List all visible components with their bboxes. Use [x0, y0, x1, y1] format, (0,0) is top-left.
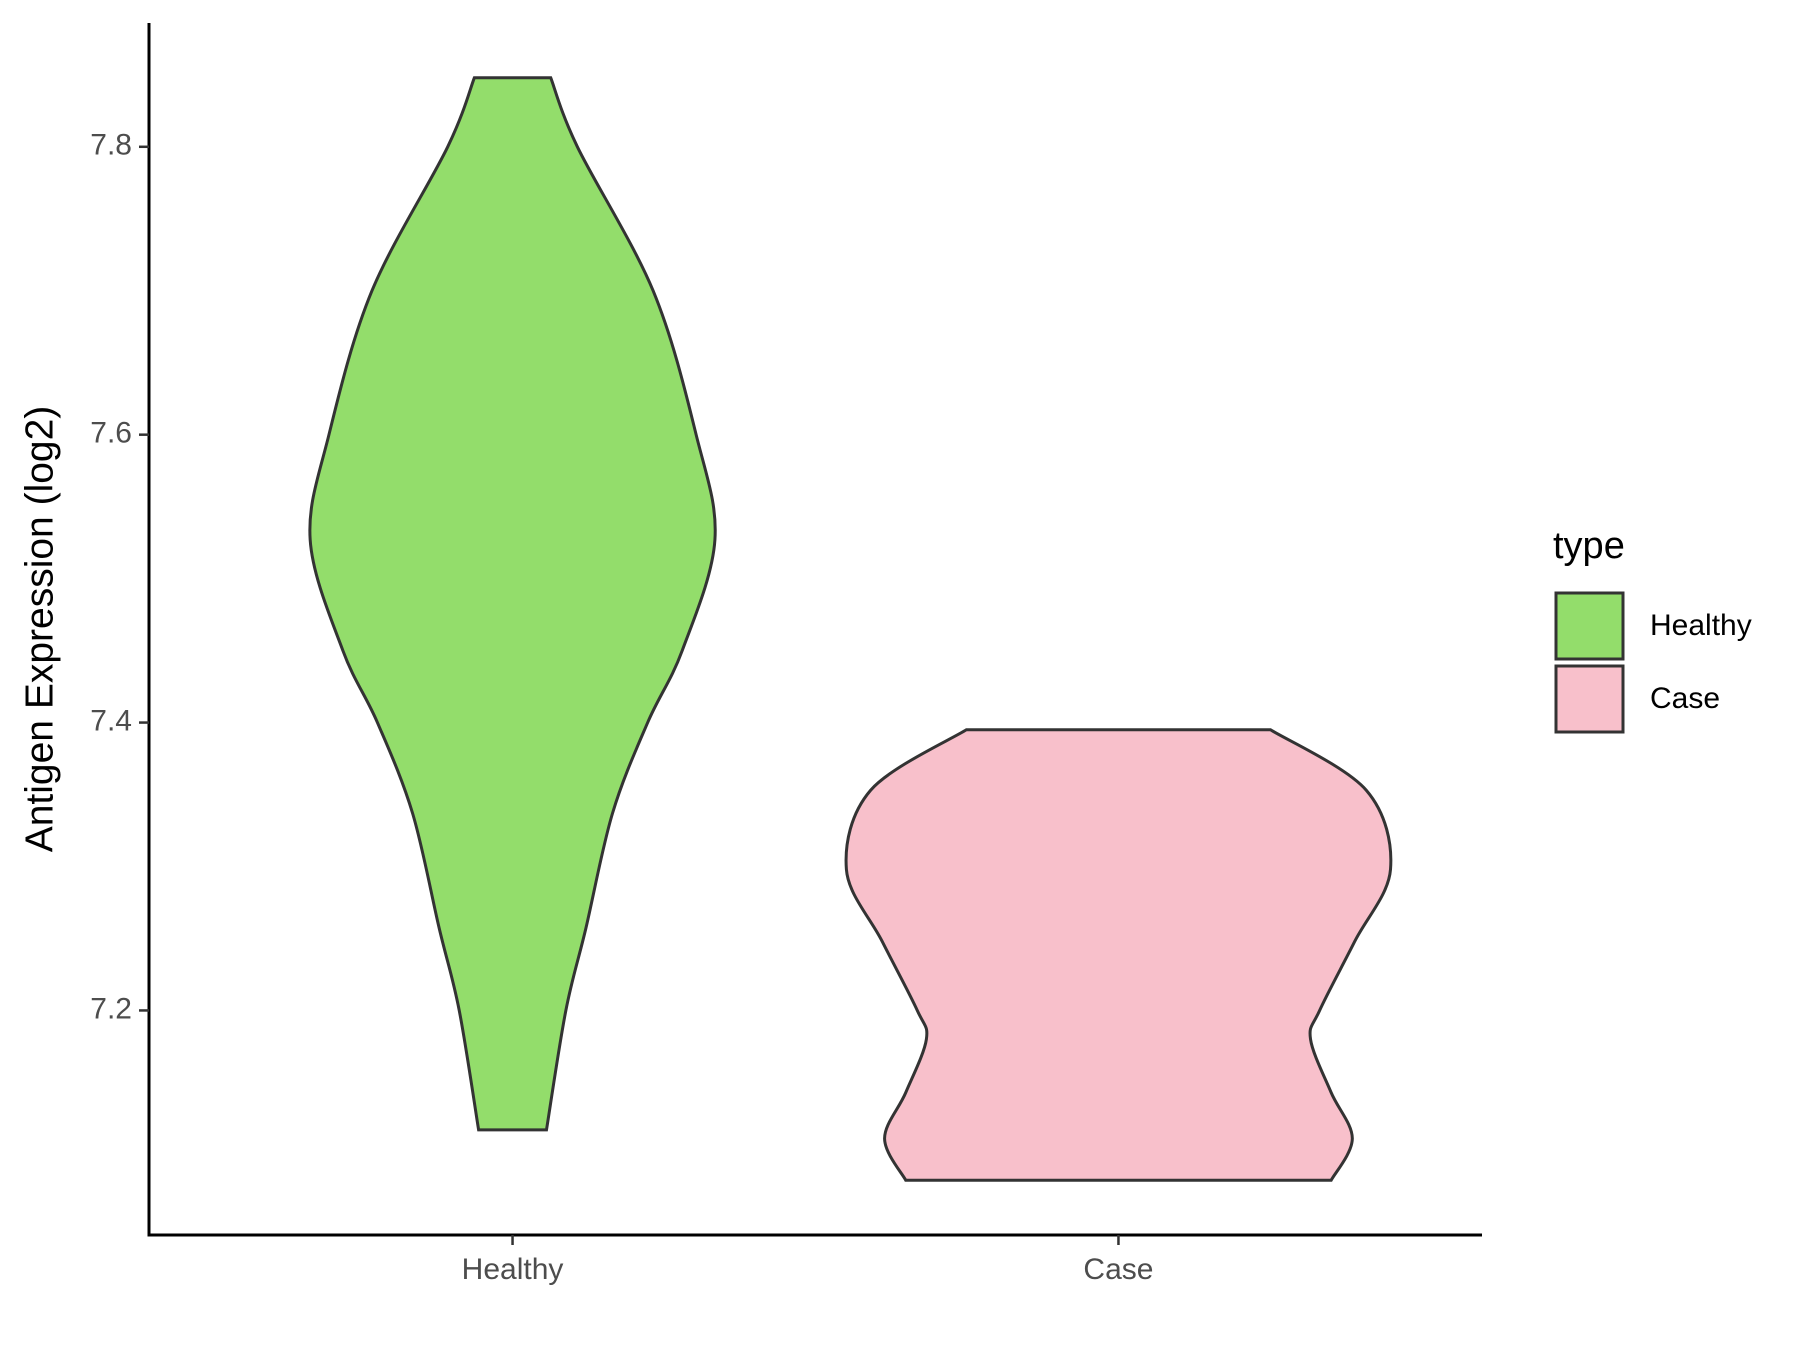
x-tick-label: Healthy: [462, 1253, 564, 1286]
y-tick-label: 7.2: [90, 992, 132, 1025]
violin: [844, 728, 1393, 1182]
x-tick-label: Case: [1083, 1253, 1153, 1286]
y-axis-title: Antigen Expression (log2): [18, 406, 61, 853]
y-tick-label: 7.6: [90, 417, 132, 450]
y-tick-label: 7.4: [90, 704, 132, 737]
legend-label: Case: [1650, 682, 1720, 715]
y-tick-label: 7.8: [90, 129, 132, 162]
legend-key: [1554, 664, 1625, 734]
violin: [308, 76, 717, 1132]
legend-title: type: [1553, 525, 1625, 567]
legend-key: [1554, 591, 1625, 661]
legend-label: Healthy: [1650, 609, 1752, 642]
